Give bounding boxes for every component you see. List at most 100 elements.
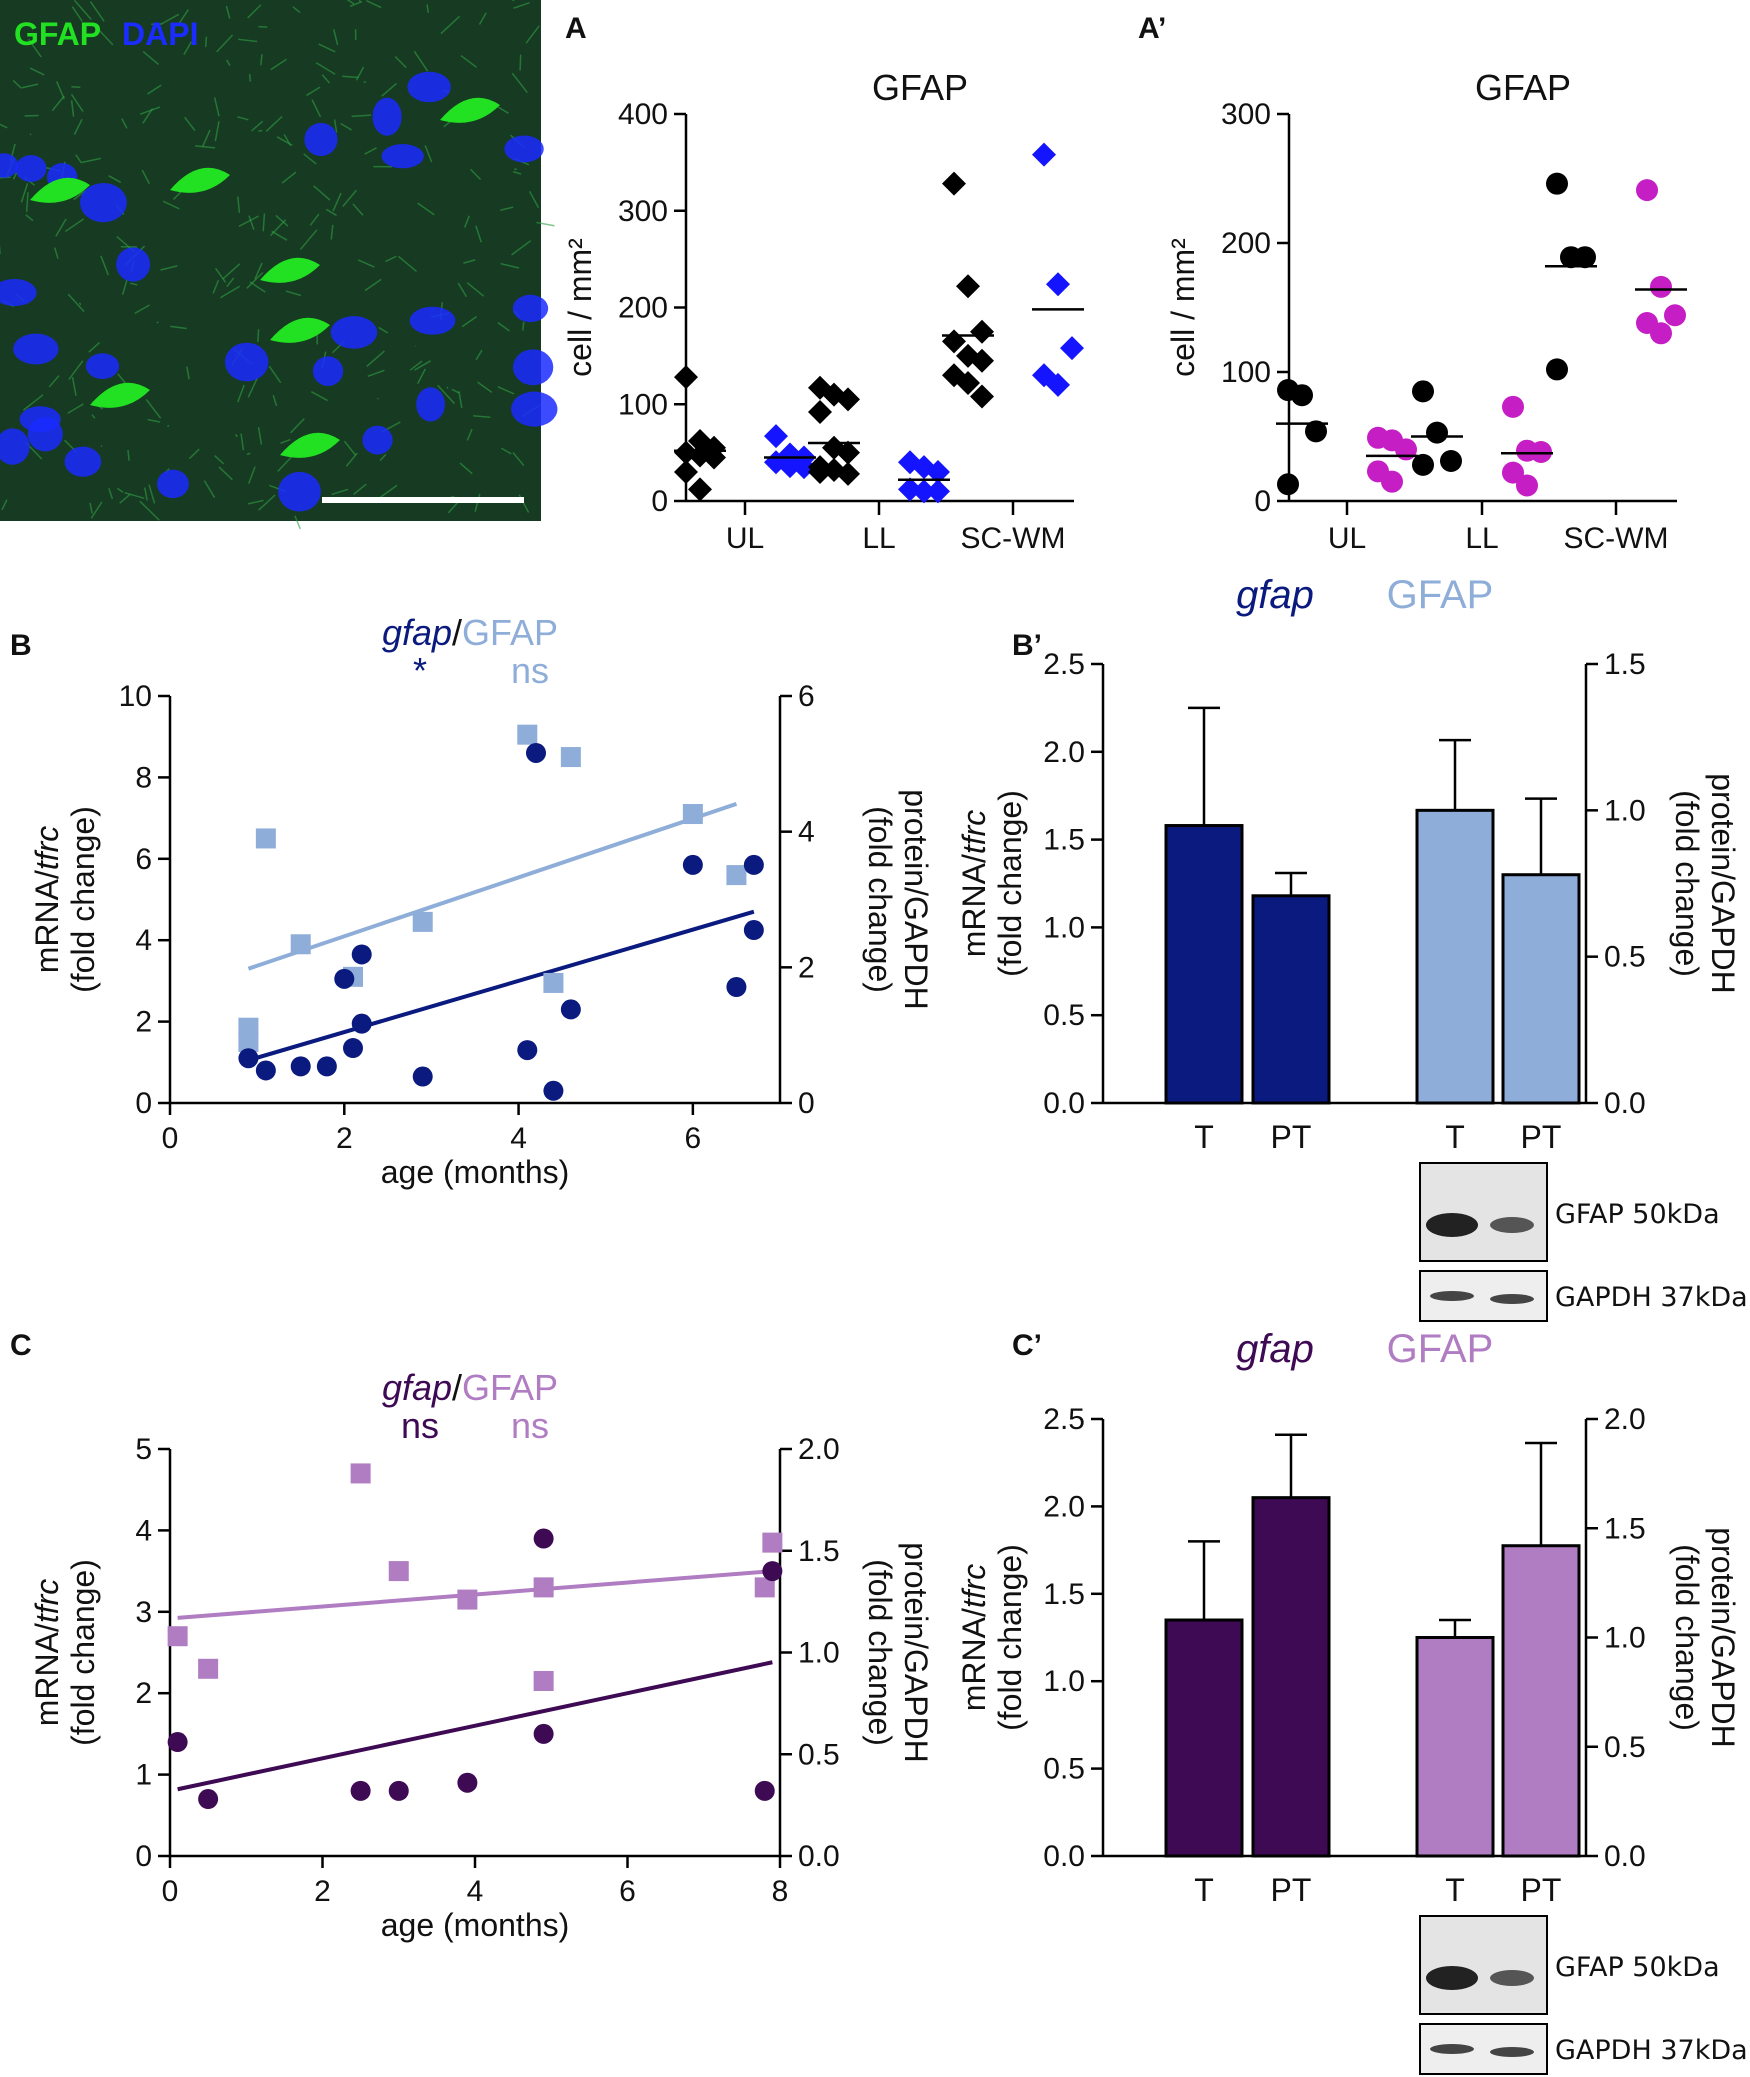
gfap-fiber xyxy=(458,391,463,408)
bar xyxy=(1501,1544,1581,1858)
gfap-fiber xyxy=(285,290,302,297)
mrna-data-point xyxy=(167,1732,188,1753)
gfap-fiber xyxy=(469,168,482,181)
gfap-dapi-micrograph: GFAP DAPI xyxy=(0,0,558,530)
legend-mrna: gfap xyxy=(1236,573,1314,617)
y-axis-left-tick-label: 1 xyxy=(135,1759,152,1792)
gfap-fiber xyxy=(75,154,83,164)
y-axis-left-tick-label: 2 xyxy=(135,1677,152,1710)
gfap-fiber xyxy=(64,218,84,233)
gfap-fiber xyxy=(313,185,331,201)
title-title_sep: / xyxy=(452,1367,462,1408)
data-point xyxy=(1426,421,1448,444)
protein-data-point xyxy=(388,1561,409,1582)
gfap-fiber xyxy=(25,192,29,212)
gfap-fiber xyxy=(478,12,487,25)
y-axis-right-tick-label: 0.5 xyxy=(798,1738,840,1771)
gfap-fiber xyxy=(417,202,435,216)
gfap-fiber xyxy=(48,375,60,388)
x-tick-label: SC-WM xyxy=(1564,522,1669,555)
gfap-fiber xyxy=(100,445,103,448)
y-axis-left-label: mRNA/tfrc(fold change) xyxy=(956,1544,1028,1731)
astrocyte xyxy=(30,177,90,203)
y-axis-tick-label: 100 xyxy=(618,388,668,421)
gfap-fiber xyxy=(333,119,338,133)
y-axis-left-label-line: mRNA/tfrc xyxy=(29,1579,65,1727)
gfap-fiber xyxy=(147,418,161,423)
data-point xyxy=(688,477,712,502)
gfap-fiber xyxy=(357,259,375,268)
protein-data-point xyxy=(533,1670,554,1691)
x-tick-label: 2 xyxy=(336,1122,353,1155)
y-axis-right-tick-label: 1.0 xyxy=(1604,1622,1646,1655)
gfap-fiber xyxy=(519,54,522,71)
chart-title: gfap/GFAP xyxy=(382,612,558,653)
chart-title: GFAP xyxy=(1475,67,1571,108)
y-axis-left-tick-label: 8 xyxy=(135,761,152,794)
mrna-data-point xyxy=(238,1048,259,1069)
y-axis-right-label-text: protein/GAPDH xyxy=(1705,773,1741,994)
data-point xyxy=(956,274,980,299)
gfap-fiber xyxy=(226,59,231,66)
gfap-fiber xyxy=(240,433,245,451)
panel-label-c2: C’ xyxy=(1012,1329,1042,1362)
data-point xyxy=(1412,453,1434,476)
y-axis-left-tick-label: 4 xyxy=(135,924,152,957)
gfap-fiber xyxy=(116,487,124,493)
data-point xyxy=(764,424,788,449)
gfap-fiber xyxy=(413,50,429,72)
y-axis-left-tick-label: 10 xyxy=(119,680,152,713)
data-point xyxy=(808,399,832,424)
gfap-fiber xyxy=(349,0,363,8)
y-axis-left-label-line: (fold change) xyxy=(65,1559,101,1746)
gfap-fiber xyxy=(318,43,336,53)
y-axis-left-label-text: mRNA/ xyxy=(29,1623,65,1726)
dapi-nucleus xyxy=(15,155,47,182)
gfap-fiber xyxy=(220,285,241,299)
gfap-fiber xyxy=(22,394,44,411)
gfap-fiber xyxy=(342,189,357,207)
gfap-fiber xyxy=(397,255,418,273)
gfap-fiber xyxy=(500,206,514,211)
gfap-fiber xyxy=(201,129,211,148)
gfap-fiber xyxy=(321,74,331,84)
gfap-fiber xyxy=(463,215,470,228)
gfap-fiber xyxy=(290,418,305,434)
y-axis-left-tick-label: 1.5 xyxy=(1043,1578,1085,1611)
gfap-fiber xyxy=(381,82,397,97)
gfap-fiber xyxy=(394,56,407,69)
gfap-fiber xyxy=(272,394,278,407)
y-axis-right-label-text: (fold change) xyxy=(862,1559,898,1746)
gfap-fiber xyxy=(451,388,460,394)
x-category-label: T xyxy=(1194,1872,1214,1908)
gfap-fiber xyxy=(70,100,75,117)
bar xyxy=(1251,894,1331,1105)
dapi-nucleus xyxy=(13,333,59,365)
mrna-data-point xyxy=(517,1040,538,1061)
protein-data-point xyxy=(533,1577,554,1598)
x-category-label: T xyxy=(1445,1872,1465,1908)
gfap-fiber xyxy=(366,350,385,368)
data-point xyxy=(1305,420,1327,443)
y-axis-left-label-line: mRNA/tfrc xyxy=(956,1564,992,1712)
protein-data-point xyxy=(238,1031,259,1052)
mrna-data-point xyxy=(316,1056,337,1077)
gfap-fiber xyxy=(213,97,220,117)
gfap-fiber xyxy=(222,263,241,280)
gfap-fiber xyxy=(315,62,336,75)
gfap-fiber xyxy=(246,452,251,456)
x-axis-label: age (months) xyxy=(381,1154,570,1190)
protein-data-point xyxy=(762,1532,783,1553)
gfap-fiber xyxy=(121,279,128,295)
gfap-fiber xyxy=(186,366,190,380)
y-axis-left-label-line: (fold change) xyxy=(992,1544,1028,1731)
gfap-fiber xyxy=(340,122,352,131)
gfap-fiber xyxy=(55,218,67,237)
gfap-fiber xyxy=(522,321,525,331)
y-axis-left-label-text: tfrc xyxy=(29,826,65,870)
gfap-fiber xyxy=(214,454,225,465)
gfap-fiber xyxy=(364,147,377,155)
panel-label-b2: B’ xyxy=(1012,629,1042,662)
gfap-fiber xyxy=(91,414,96,419)
y-axis-left-label-text: tfrc xyxy=(29,1579,65,1623)
